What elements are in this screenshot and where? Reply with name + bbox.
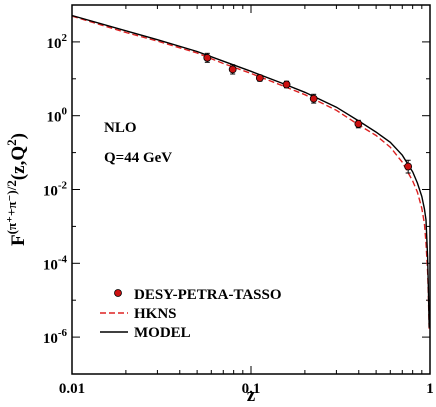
curve-hkns <box>71 15 430 331</box>
x-tick-label: 1 <box>426 381 434 397</box>
y-tick-label: 100 <box>47 106 68 126</box>
legend-entry-data: DESY-PETRA-TASSO <box>114 287 282 303</box>
y-axis-label: F(π⁺+π⁻)/2(z,Q2) <box>4 133 29 246</box>
data-point <box>228 65 237 74</box>
y-tick-label: 10-4 <box>43 253 68 273</box>
curves <box>71 14 430 331</box>
y-axis-label-q-exponent: 2 <box>4 139 19 146</box>
y-axis-label-args: (z,Q <box>8 146 29 180</box>
legend-marker-data <box>114 289 122 297</box>
y-tick-label: 102 <box>47 32 68 52</box>
data-points <box>203 52 413 174</box>
x-tick-label: 0.01 <box>59 381 85 397</box>
legend-entry-model: MODEL <box>100 325 191 341</box>
x-tick-label: 0.1 <box>242 381 261 397</box>
y-axis-label-close: ) <box>8 133 29 139</box>
legend-label-model: MODEL <box>134 325 191 341</box>
annotation-order: NLO <box>104 120 137 136</box>
data-point <box>255 74 264 82</box>
annotation-energy: Q=44 GeV <box>104 150 172 166</box>
legend-label-data: DESY-PETRA-TASSO <box>134 287 282 303</box>
data-point <box>309 94 318 103</box>
plot-frame <box>71 4 431 375</box>
data-point <box>404 162 413 171</box>
legend-label-hkns: HKNS <box>134 306 177 322</box>
y-tick-label: 10-2 <box>43 180 68 200</box>
curve-model <box>71 14 430 328</box>
tick-labels: 0.01 0.1 1 102 100 10-2 10-4 10-6 <box>43 32 434 397</box>
y-axis-label-base: F <box>8 234 29 246</box>
data-point <box>354 119 363 128</box>
data-point <box>203 53 212 62</box>
data-point <box>282 80 291 89</box>
legend-entry-hkns: HKNS <box>100 306 177 322</box>
legend: DESY-PETRA-TASSO HKNS MODEL <box>100 287 282 341</box>
y-axis-label-superscript: (π⁺+π⁻)/2 <box>4 180 19 234</box>
tick-marks <box>71 4 431 375</box>
x-axis-label: z <box>247 385 256 406</box>
y-tick-label: 10-6 <box>43 327 68 347</box>
svg-text:F(π⁺+π⁻)/2(z,Q2): F(π⁺+π⁻)/2(z,Q2) <box>4 133 29 246</box>
